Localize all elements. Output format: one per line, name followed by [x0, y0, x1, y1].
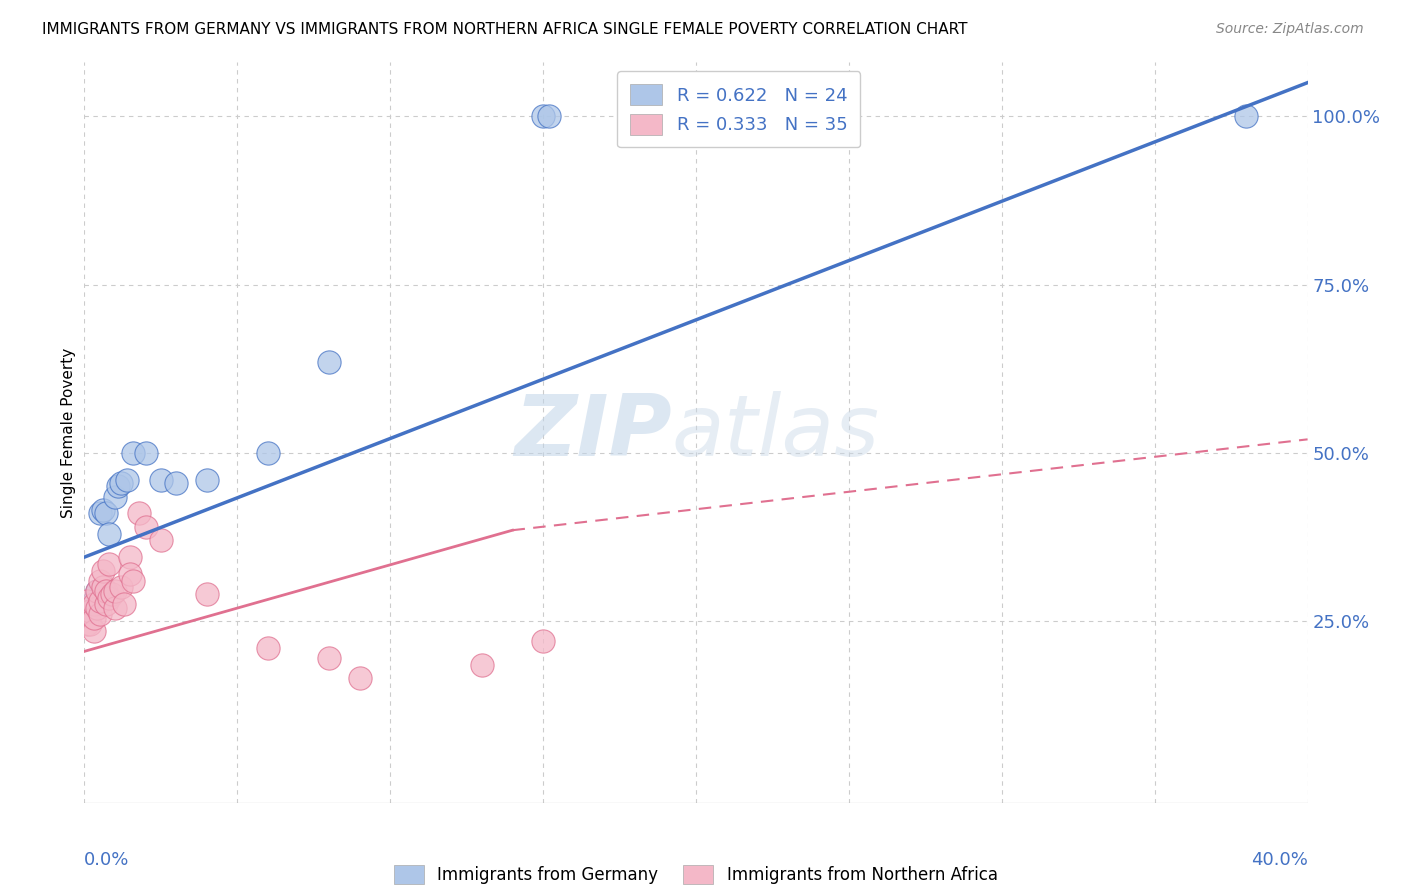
Point — [83, 611, 105, 625]
Point — [257, 446, 280, 460]
Point — [91, 581, 114, 595]
Point — [195, 587, 218, 601]
Point — [135, 446, 157, 460]
Point — [120, 566, 142, 581]
Point — [110, 476, 132, 491]
Text: IMMIGRANTS FROM GERMANY VS IMMIGRANTS FROM NORTHERN AFRICA SINGLE FEMALE POVERTY: IMMIGRANTS FROM GERMANY VS IMMIGRANTS FR… — [42, 22, 967, 37]
Point — [94, 583, 117, 598]
Point — [79, 600, 101, 615]
Point — [76, 594, 98, 608]
Text: Source: ZipAtlas.com: Source: ZipAtlas.com — [1216, 22, 1364, 37]
Point — [149, 473, 172, 487]
Point — [83, 597, 105, 611]
Point — [86, 583, 108, 598]
Text: atlas: atlas — [672, 391, 880, 475]
Point — [318, 651, 340, 665]
Point — [128, 507, 150, 521]
Point — [97, 526, 120, 541]
Point — [89, 607, 111, 622]
Point — [110, 581, 132, 595]
Point — [122, 446, 145, 460]
Point — [531, 634, 554, 648]
Point — [104, 583, 127, 598]
Point — [97, 591, 120, 605]
Point — [120, 550, 142, 565]
Text: 40.0%: 40.0% — [1251, 851, 1308, 869]
Point — [112, 597, 135, 611]
Point — [89, 507, 111, 521]
Point — [104, 600, 127, 615]
Point — [318, 355, 340, 369]
Point — [89, 574, 111, 588]
Point — [257, 640, 280, 655]
Point — [76, 617, 98, 632]
Point — [122, 574, 145, 588]
Point — [538, 109, 561, 123]
Point — [149, 533, 172, 548]
Point — [76, 604, 98, 618]
Point — [89, 594, 111, 608]
Point — [165, 476, 187, 491]
Point — [195, 473, 218, 487]
Legend: Immigrants from Germany, Immigrants from Northern Africa: Immigrants from Germany, Immigrants from… — [388, 858, 1004, 891]
Point — [79, 604, 101, 618]
Point — [94, 597, 117, 611]
Point — [107, 479, 129, 493]
Point — [86, 583, 108, 598]
Point — [349, 671, 371, 685]
Point — [101, 587, 124, 601]
Point — [97, 557, 120, 571]
Point — [94, 507, 117, 521]
Text: ZIP: ZIP — [513, 391, 672, 475]
Text: 0.0%: 0.0% — [84, 851, 129, 869]
Point — [531, 109, 554, 123]
Point — [471, 657, 494, 672]
Y-axis label: Single Female Poverty: Single Female Poverty — [60, 348, 76, 517]
Point — [83, 624, 105, 639]
Point — [83, 594, 105, 608]
Point — [91, 503, 114, 517]
Point — [79, 617, 101, 632]
Point — [86, 600, 108, 615]
Point — [135, 520, 157, 534]
Point — [115, 473, 138, 487]
Point — [1236, 109, 1258, 123]
Point — [91, 564, 114, 578]
Point — [104, 490, 127, 504]
